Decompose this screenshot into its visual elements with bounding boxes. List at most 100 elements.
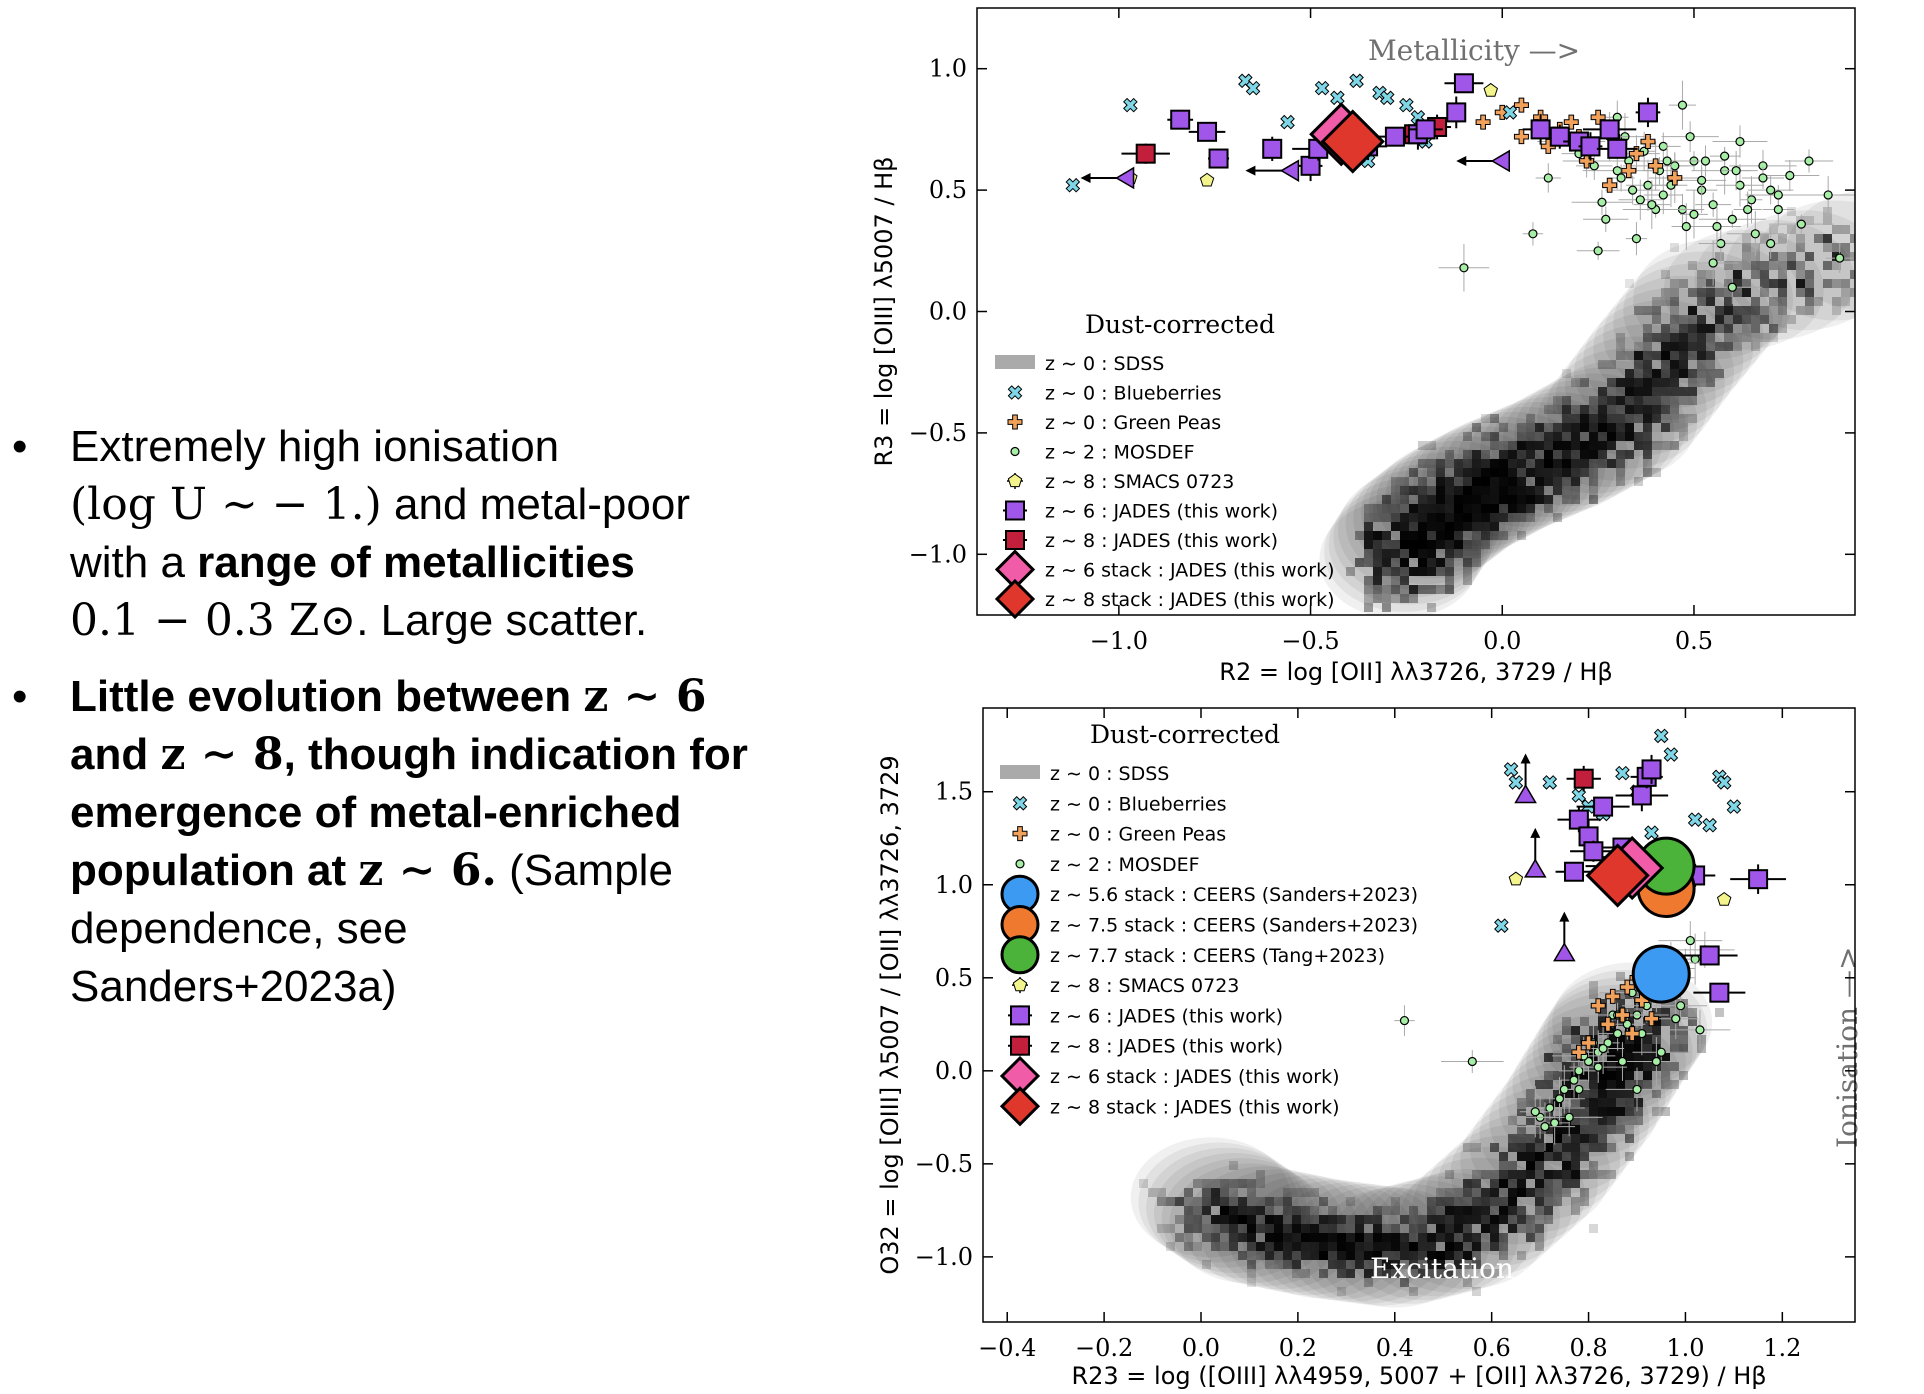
sdss-cell [1418, 1251, 1427, 1260]
sdss-cell [1535, 1080, 1544, 1089]
sdss-cell [1382, 594, 1391, 603]
sdss-cell [1670, 405, 1679, 414]
sdss-cell [1634, 405, 1643, 414]
sdss-cell [1535, 1233, 1544, 1242]
sdss-cell [1409, 468, 1418, 477]
sdss-cell [1544, 459, 1553, 468]
sdss-cell [1256, 1179, 1265, 1188]
sdss-cell [1571, 1116, 1580, 1125]
sdss-cell [1400, 1215, 1409, 1224]
sdss-cell [1823, 234, 1832, 243]
sdss-cell [1508, 468, 1517, 477]
sdss-cell [1301, 1224, 1310, 1233]
sdss-cell [1274, 1233, 1283, 1242]
sdss-cell [1571, 1170, 1580, 1179]
sdss-cell [1481, 504, 1490, 513]
bullet-run: 0.1 − 0.3 Z⊙ [70, 595, 357, 646]
sdss-cell [1661, 423, 1670, 432]
sdss-cell [1670, 1035, 1679, 1044]
sdss-cell [1400, 558, 1409, 567]
sdss-cell [1391, 522, 1400, 531]
sdss-cell [1553, 441, 1562, 450]
sdss-cell [1697, 369, 1706, 378]
sdss-cell [1364, 522, 1373, 531]
sdss-cell [1454, 1215, 1463, 1224]
data-point [1726, 799, 1742, 814]
sdss-cell [1292, 1233, 1301, 1242]
sdss-cell [1436, 1206, 1445, 1215]
sdss-cell [1535, 1134, 1544, 1143]
sdss-cell [1688, 369, 1697, 378]
sdss-cell [1193, 1224, 1202, 1233]
sdss-cell [1562, 1170, 1571, 1179]
sdss-cell [1238, 1251, 1247, 1260]
sdss-cell [1490, 504, 1499, 513]
sdss-cell [1319, 1215, 1328, 1224]
sdss-cell [1544, 495, 1553, 504]
sdss-cell [1733, 270, 1742, 279]
data-point [1607, 138, 1628, 159]
sdss-cell [1139, 1179, 1148, 1188]
sdss-cell [1589, 459, 1598, 468]
data-point [1612, 166, 1622, 176]
sdss-cell [1382, 603, 1391, 612]
sdss-cell [1535, 423, 1544, 432]
sdss-cell [1364, 531, 1373, 540]
bullet-run: Little evolution between [70, 672, 584, 721]
sdss-cell [1418, 1269, 1427, 1278]
sdss-cell [1562, 423, 1571, 432]
data-point [1766, 238, 1776, 249]
sdss-cell [1463, 477, 1472, 486]
sdss-cell [1418, 540, 1427, 549]
sdss-cell [1472, 1242, 1481, 1251]
sdss-cell [1580, 459, 1589, 468]
sdss-cell [1580, 450, 1589, 459]
sdss-cell [1616, 378, 1625, 387]
sdss-cell [1526, 495, 1535, 504]
sdss-cell [1472, 1233, 1481, 1242]
sdss-cell [1661, 1053, 1670, 1062]
sdss-cell [1202, 1233, 1211, 1242]
sdss-cell [1625, 414, 1634, 423]
sdss-cell [1445, 1242, 1454, 1251]
sdss-cell [1355, 1260, 1364, 1269]
sdss-cell [1418, 495, 1427, 504]
sdss-cell [1553, 1143, 1562, 1152]
sdss-cell [1490, 1269, 1499, 1278]
sdss-cell [1283, 1251, 1292, 1260]
sdss-cell [1535, 1080, 1544, 1089]
sdss-cell [1526, 1152, 1535, 1161]
sdss-cell [1589, 414, 1598, 423]
sdss-cell [1616, 351, 1625, 360]
sdss-cell [1571, 1197, 1580, 1206]
sdss-cell [1490, 504, 1499, 513]
sdss-cell [1607, 441, 1616, 450]
sdss-cell [1823, 243, 1832, 252]
sdss-cell [1679, 342, 1688, 351]
sdss-halo [1755, 200, 1855, 321]
sdss-cell [1310, 1224, 1319, 1233]
sdss-cell [1418, 1224, 1427, 1233]
sdss-cell [1364, 1215, 1373, 1224]
sdss-cell [1598, 1134, 1607, 1143]
sdss-cell [1706, 279, 1715, 288]
sdss-cell [1535, 486, 1544, 495]
sdss-cell [1508, 495, 1517, 504]
sdss-cell [1589, 468, 1598, 477]
sdss-cell [1553, 477, 1562, 486]
sdss-cell [1355, 558, 1364, 567]
legend-marker [1010, 1035, 1030, 1056]
data-point [1689, 209, 1699, 219]
sdss-cell [1634, 1116, 1643, 1125]
sdss-cell [1652, 396, 1661, 405]
sdss-cell [1562, 1044, 1571, 1053]
sdss-cell [1427, 558, 1436, 567]
data-point [1549, 126, 1570, 147]
bullet-run: with a [70, 538, 198, 587]
sdss-cell [1517, 504, 1526, 513]
sdss-cell [1256, 1224, 1265, 1233]
sdss-cells [1139, 972, 1724, 1296]
sdss-cell [1562, 1017, 1571, 1026]
sdss-cell [1535, 1197, 1544, 1206]
sdss-cell [1310, 1242, 1319, 1251]
